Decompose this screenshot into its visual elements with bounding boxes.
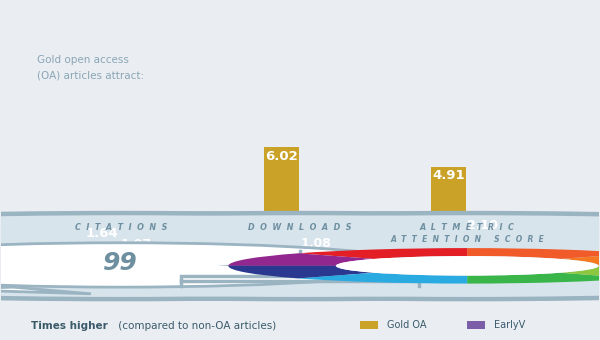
Circle shape	[0, 215, 600, 297]
Circle shape	[0, 215, 600, 297]
Circle shape	[0, 211, 600, 301]
Circle shape	[0, 215, 600, 297]
Circle shape	[0, 243, 419, 287]
Text: 99: 99	[103, 251, 138, 275]
Wedge shape	[298, 273, 467, 284]
Circle shape	[0, 211, 600, 301]
Text: Gold open access: Gold open access	[37, 55, 129, 65]
Text: Gold OA: Gold OA	[386, 320, 426, 330]
Wedge shape	[229, 266, 374, 278]
Wedge shape	[467, 248, 600, 259]
Wedge shape	[298, 248, 467, 259]
Circle shape	[0, 211, 600, 301]
Text: (OA) articles attract:: (OA) articles attract:	[37, 70, 145, 80]
Text: C  I  T  A  T  I  O  N  S: C I T A T I O N S	[74, 223, 167, 232]
Wedge shape	[229, 253, 374, 266]
Circle shape	[336, 256, 599, 276]
Text: 1.08: 1.08	[300, 237, 331, 250]
Text: 1.64: 1.64	[86, 227, 119, 240]
Polygon shape	[0, 287, 91, 294]
Text: A  L  T  M  E  T  R  I  C: A L T M E T R I C	[420, 223, 515, 232]
Text: D  O  W  N  L  O  A  D  S: D O W N L O A D S	[248, 223, 352, 232]
Text: 1.07: 1.07	[121, 238, 152, 251]
Bar	[467, 321, 485, 329]
Text: 6.02: 6.02	[265, 150, 298, 163]
Text: (compared to non-OA articles): (compared to non-OA articles)	[115, 321, 276, 330]
Text: EarlyV: EarlyV	[494, 320, 526, 330]
Bar	[301, 235, 330, 254]
Bar	[122, 235, 151, 254]
Text: Times higher: Times higher	[31, 321, 108, 330]
Bar	[469, 217, 497, 254]
Text: 4.91: 4.91	[433, 169, 465, 182]
Wedge shape	[560, 266, 600, 278]
Text: A  T  T  E  N  T  I  O  N     S  C  O  R  E: A T T E N T I O N S C O R E	[390, 235, 544, 244]
Bar	[85, 225, 119, 254]
Polygon shape	[217, 265, 383, 272]
Bar	[431, 167, 466, 254]
Text: 2.10: 2.10	[467, 219, 498, 232]
Wedge shape	[560, 253, 600, 266]
Bar	[360, 321, 377, 329]
Bar	[181, 276, 419, 281]
Bar	[264, 148, 299, 254]
Wedge shape	[467, 273, 600, 284]
